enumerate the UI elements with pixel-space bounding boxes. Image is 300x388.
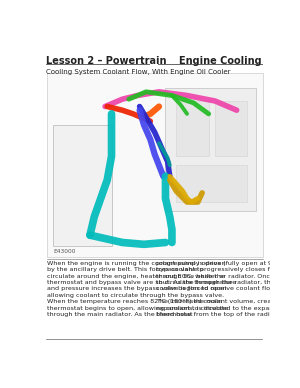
Text: E43000: E43000 <box>53 248 76 253</box>
FancyBboxPatch shape <box>166 88 256 211</box>
Text: progressively opens (fully open at 95°C (203°F)), the
bypass valve progressively: progressively opens (fully open at 95°C … <box>156 261 300 317</box>
FancyBboxPatch shape <box>176 165 247 202</box>
Text: Cooling System Coolant Flow, With Engine Oil Cooler: Cooling System Coolant Flow, With Engine… <box>46 69 231 75</box>
FancyBboxPatch shape <box>176 101 208 156</box>
FancyBboxPatch shape <box>215 101 248 156</box>
FancyBboxPatch shape <box>47 73 262 257</box>
Text: When the engine is running the coolant pump is driven
by the ancillary drive bel: When the engine is running the coolant p… <box>47 261 236 317</box>
Text: Lesson 2 – Powertrain: Lesson 2 – Powertrain <box>46 56 167 66</box>
FancyBboxPatch shape <box>53 125 112 246</box>
Text: Engine Cooling: Engine Cooling <box>178 56 261 66</box>
